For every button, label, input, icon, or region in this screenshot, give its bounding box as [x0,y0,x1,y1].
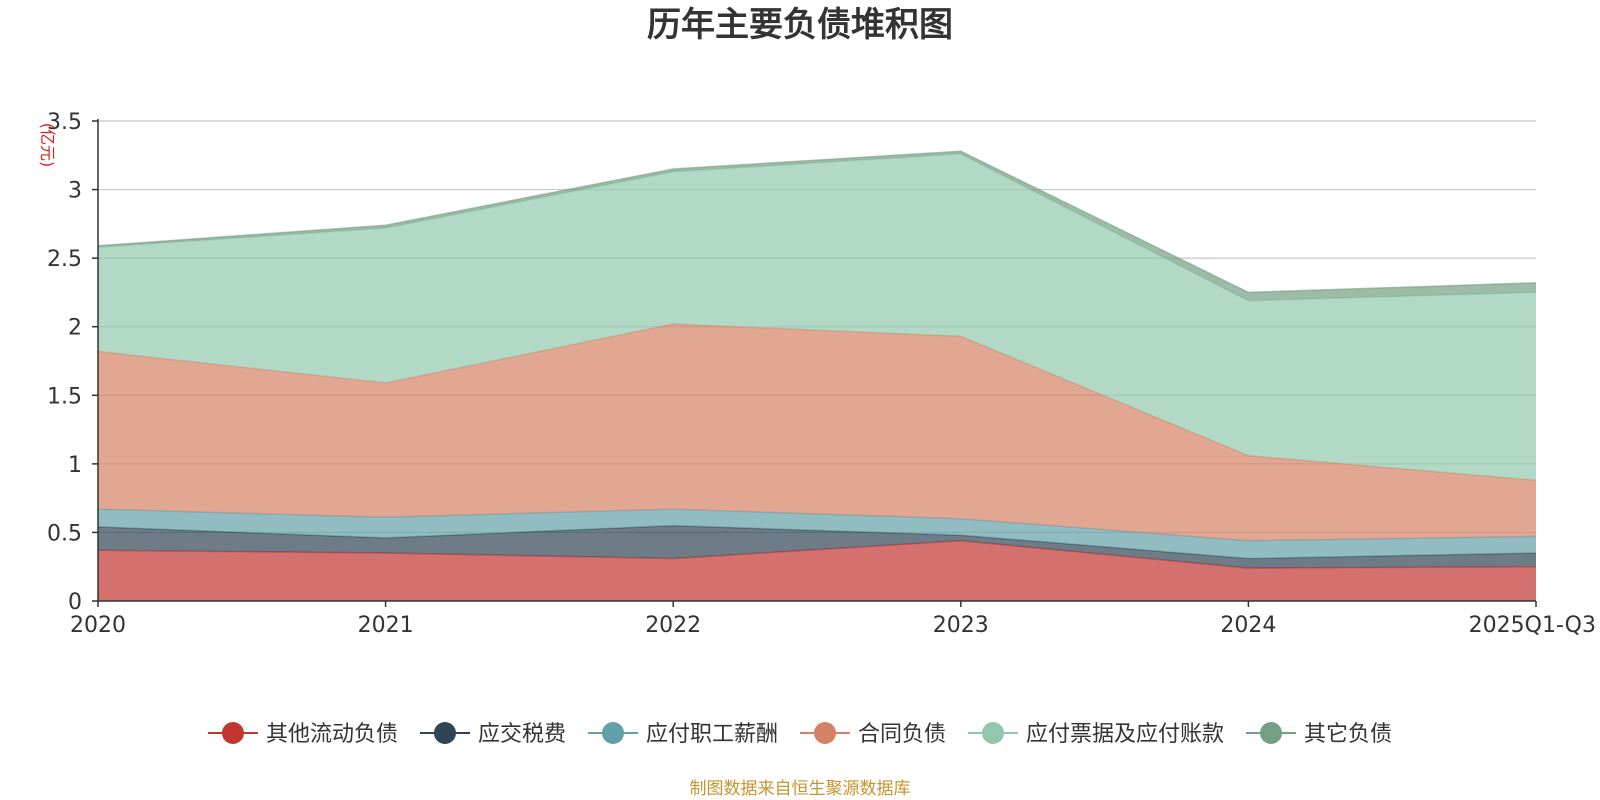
y-axis-unit: (亿元) [38,123,57,168]
legend-item[interactable]: 应付票据及应付账款 [968,722,1224,747]
series-line-6 [97,150,1537,294]
axes [92,119,1537,607]
legend-item[interactable]: 其他流动负债 [207,722,398,747]
y-tick-label: 1 [68,453,82,478]
legend-item[interactable]: 应付职工薪酬 [587,722,778,747]
x-tick-label: 2022 [645,613,701,638]
area-series-4[interactable] [98,324,1536,541]
legend-item[interactable]: 其它负债 [1246,722,1392,747]
y-tick-label: 3.5 [47,110,82,135]
area-series-6[interactable] [98,151,1536,301]
y-tick-label: 0.5 [47,521,82,546]
tick-labels: 0 0.5 1 1.5 2 2.5 3 3.5 2020 2021 2022 2023 2024 2025… [47,110,1596,638]
y-tick-label: 3 [68,179,82,204]
legend-label: 其他流动负债 [266,722,398,747]
y-tick-label: 1.5 [47,384,82,409]
y-tick-label: 2 [68,316,82,341]
legend-circle-icon [601,722,624,744]
legend-label: 应付职工薪酬 [646,722,778,747]
legend-item[interactable]: 合同负债 [800,722,946,747]
legend-circle-icon [221,722,244,744]
x-tick-label: 2023 [933,613,989,638]
x-tick-label: 2020 [70,613,126,638]
area-series-5[interactable] [98,153,1536,481]
data-source-note: 制图数据来自恒生聚源数据库 [690,779,911,799]
legend-item[interactable]: 应交税费 [419,722,566,747]
chart-title: 历年主要负债堆积图 [647,5,953,45]
x-tick-label: 2021 [358,613,414,638]
legend-circle-icon [1260,722,1283,744]
y-tick-label: 0 [68,590,82,615]
legend-circle-icon [982,722,1005,744]
x-tick-label: 2024 [1220,613,1276,638]
legend-label: 其它负债 [1304,722,1392,747]
legend-label: 应交税费 [478,722,566,747]
area-series-2[interactable] [98,525,1536,569]
y-tick-label: 2.5 [47,247,82,272]
area-series-3[interactable] [98,509,1536,559]
legend-label: 合同负债 [858,722,946,747]
legend[interactable]: 其他流动负债 应交税费 应付职工薪酬 合同负债 应付票据及应付账款 其它负债 [207,722,1392,747]
legend-label: 应付票据及应付账款 [1026,722,1224,747]
area-series [97,150,1537,601]
area-series-1[interactable] [98,540,1536,601]
x-tick-label: 2025Q1-Q3 [1469,613,1596,638]
legend-circle-icon [433,722,456,744]
legend-circle-icon [814,722,836,744]
